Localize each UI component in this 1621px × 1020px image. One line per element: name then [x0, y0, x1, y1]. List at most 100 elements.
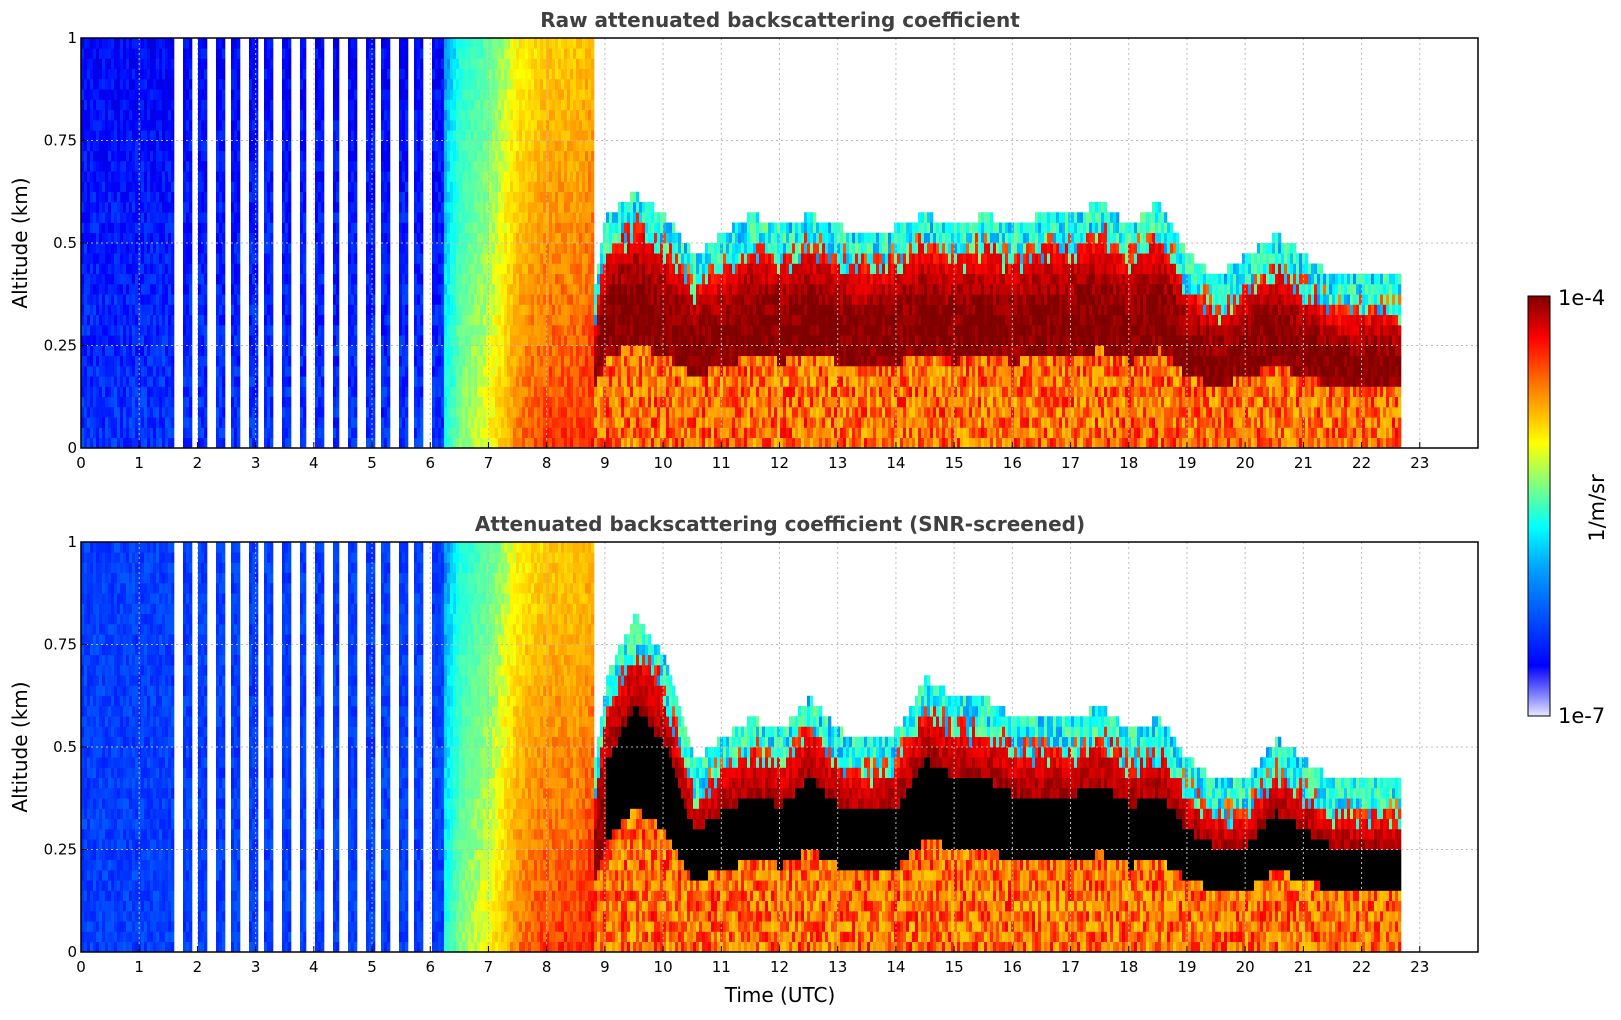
heatmap-cell — [153, 325, 156, 336]
heatmap-cell — [159, 438, 162, 449]
heatmap-cell — [162, 202, 165, 213]
heatmap-cell — [87, 274, 90, 285]
heatmap-cell — [189, 182, 192, 193]
heatmap-cell — [102, 407, 105, 418]
heatmap-cell — [183, 243, 186, 254]
heatmap-cell — [156, 100, 159, 111]
heatmap-cell — [132, 69, 135, 80]
heatmap-cell — [129, 79, 132, 90]
heatmap-cell — [96, 202, 99, 213]
heatmap-cell — [84, 264, 87, 275]
heatmap-cell — [162, 48, 165, 59]
heatmap-cell — [126, 346, 129, 357]
heatmap-cell — [189, 305, 192, 316]
heatmap-cell — [186, 376, 189, 387]
heatmap-cell — [219, 100, 222, 111]
heatmap-cell — [93, 141, 96, 152]
heatmap-cell — [120, 325, 123, 336]
heatmap-cell — [141, 120, 144, 131]
heatmap-cell — [204, 438, 207, 449]
heatmap-cell — [168, 120, 171, 131]
heatmap-cell — [120, 89, 123, 100]
heatmap-cell — [87, 151, 90, 162]
heatmap-cell — [159, 397, 162, 408]
heatmap-cell — [150, 243, 153, 254]
heatmap-cell — [96, 141, 99, 152]
heatmap-cell — [120, 223, 123, 234]
heatmap-cell — [153, 130, 156, 141]
heatmap-cell — [165, 264, 168, 275]
heatmap-cell — [159, 356, 162, 367]
heatmap-cell — [129, 356, 132, 367]
heatmap-cell — [117, 171, 120, 182]
heatmap-cell — [111, 397, 114, 408]
heatmap-cell — [198, 100, 201, 111]
heatmap-cell — [132, 161, 135, 172]
heatmap-cell — [120, 407, 123, 418]
heatmap-cell — [171, 100, 174, 111]
heatmap-cell — [201, 417, 204, 428]
heatmap-cell — [90, 100, 93, 111]
heatmap-cell — [129, 294, 132, 305]
heatmap-cell — [171, 335, 174, 346]
heatmap-cell — [204, 428, 207, 439]
heatmap-cell — [153, 141, 156, 152]
heatmap-cell — [198, 346, 201, 357]
heatmap-cell — [204, 284, 207, 295]
heatmap-cell — [153, 243, 156, 254]
heatmap-cell — [189, 233, 192, 244]
heatmap-cell — [159, 130, 162, 141]
heatmap-cell — [183, 79, 186, 90]
heatmap-cell — [150, 417, 153, 428]
heatmap-cell — [201, 335, 204, 346]
heatmap-cell — [96, 233, 99, 244]
heatmap-cell — [102, 438, 105, 449]
heatmap-cell — [147, 243, 150, 254]
heatmap-cell — [204, 212, 207, 223]
heatmap-cell — [102, 366, 105, 377]
heatmap-cell — [171, 171, 174, 182]
heatmap-cell — [129, 397, 132, 408]
heatmap-cell — [150, 182, 153, 193]
heatmap-cell — [168, 274, 171, 285]
heatmap-cell — [87, 141, 90, 152]
heatmap-cell — [117, 161, 120, 172]
heatmap-cell — [90, 417, 93, 428]
heatmap-cell — [84, 69, 87, 80]
heatmap-cell — [105, 192, 108, 203]
heatmap-cell — [141, 110, 144, 121]
heatmap-cell — [108, 253, 111, 264]
heatmap-cell — [162, 212, 165, 223]
heatmap-cell — [102, 89, 105, 100]
heatmap-cell — [150, 69, 153, 80]
heatmap-cell — [165, 130, 168, 141]
heatmap-cell — [171, 438, 174, 449]
heatmap-cell — [216, 346, 219, 357]
heatmap-cell — [153, 284, 156, 295]
heatmap-cell — [189, 141, 192, 152]
heatmap-cell — [99, 315, 102, 326]
heatmap-cell — [168, 284, 171, 295]
heatmap-cell — [183, 407, 186, 418]
heatmap-cell — [102, 223, 105, 234]
heatmap-cell — [198, 253, 201, 264]
heatmap-cell — [156, 79, 159, 90]
heatmap-cell — [141, 315, 144, 326]
heatmap-cell — [87, 264, 90, 275]
heatmap-cell — [165, 407, 168, 418]
heatmap-cell — [165, 243, 168, 254]
heatmap-cell — [87, 223, 90, 234]
heatmap-cell — [144, 438, 147, 449]
heatmap-cell — [96, 366, 99, 377]
heatmap-cell — [168, 151, 171, 162]
heatmap-cell — [96, 110, 99, 121]
heatmap-cell — [111, 233, 114, 244]
heatmap-cell — [126, 192, 129, 203]
heatmap-cell — [144, 202, 147, 213]
heatmap-cell — [171, 110, 174, 121]
heatmap-cell — [204, 397, 207, 408]
heatmap-cell — [168, 212, 171, 223]
heatmap-cell — [111, 192, 114, 203]
heatmap-cell — [135, 141, 138, 152]
heatmap-cell — [111, 120, 114, 131]
